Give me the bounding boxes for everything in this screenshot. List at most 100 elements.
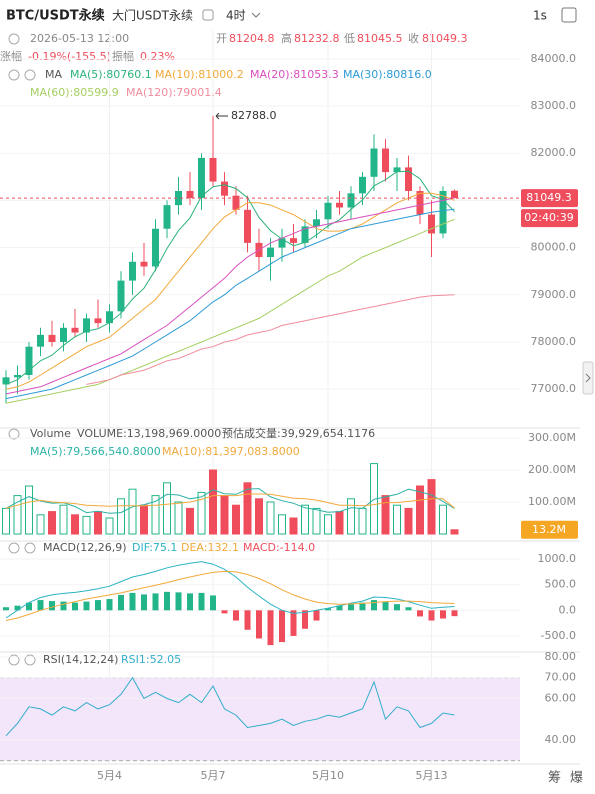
volume-bar xyxy=(197,491,206,535)
volume-bar xyxy=(381,495,390,535)
candle-body xyxy=(71,327,79,333)
burst-button[interactable]: 爆 xyxy=(570,771,583,786)
symbol[interactable]: BTC/USDT永续 xyxy=(6,8,105,24)
candle-body xyxy=(60,327,67,342)
candle-body xyxy=(416,190,424,215)
ma-line xyxy=(5,170,455,385)
candle-body xyxy=(14,374,21,378)
speed[interactable]: 1s xyxy=(533,9,547,23)
candle-body xyxy=(370,148,378,177)
peak-label: 82788.0 xyxy=(231,109,277,122)
bell-icon[interactable] xyxy=(24,542,36,554)
volume-bar xyxy=(393,504,401,535)
volume-bar xyxy=(48,511,56,535)
y-tick-label: 200.00M xyxy=(528,463,576,476)
toggle-icon[interactable] xyxy=(8,69,20,81)
volume-bar xyxy=(2,507,10,535)
ma-line xyxy=(5,218,455,404)
candle-body xyxy=(290,238,297,243)
side-tab[interactable] xyxy=(582,361,594,395)
candle-body xyxy=(324,202,332,220)
volume-bar xyxy=(13,495,22,535)
x-tick-label: 5月13 xyxy=(416,769,448,782)
volume-bar xyxy=(416,485,424,535)
volume-bar xyxy=(82,515,91,535)
toggle-icon[interactable] xyxy=(8,542,20,554)
candle-body xyxy=(382,148,389,173)
volume-bar xyxy=(151,495,160,535)
edit-icon[interactable] xyxy=(202,9,214,21)
layout-icon[interactable] xyxy=(561,7,577,23)
volume-ma-line xyxy=(5,493,455,509)
rsi-band xyxy=(0,677,520,761)
volume-bar xyxy=(220,495,229,535)
macd-line xyxy=(5,570,455,621)
volume-bar xyxy=(347,498,355,535)
volume-bar xyxy=(117,498,125,535)
bell-icon[interactable] xyxy=(24,69,36,81)
macd-bar xyxy=(3,607,9,611)
macd-bar xyxy=(72,602,78,611)
ma-line xyxy=(86,294,455,385)
candle-body xyxy=(439,190,447,234)
macd-bar xyxy=(417,610,423,617)
info-icon[interactable] xyxy=(8,33,20,45)
macd-bar xyxy=(244,610,251,630)
y-tick-label: 80000.0 xyxy=(531,241,577,254)
legend-entry: RSI1:52.05 xyxy=(121,653,181,666)
y-tick-label: 100.00M xyxy=(528,495,576,508)
macd-bar xyxy=(198,592,205,611)
macd-bar xyxy=(14,605,21,611)
volume-bar xyxy=(140,504,148,535)
candle-body xyxy=(117,280,125,312)
candle-body xyxy=(313,219,320,227)
candle-body xyxy=(428,214,435,234)
toggle-icon[interactable] xyxy=(8,654,20,666)
side-tab-arrow[interactable] xyxy=(585,373,591,383)
toggle-icon[interactable] xyxy=(8,428,20,440)
legend-entry: MA(120):79001.4 xyxy=(126,86,222,99)
y-tick-label: 60.00 xyxy=(545,691,577,704)
info-label: 高 xyxy=(281,31,292,45)
x-tick-label: 5月4 xyxy=(97,769,122,782)
panel-title: Volume xyxy=(30,427,71,440)
candle-body xyxy=(359,176,366,194)
dropdown-arrow[interactable] xyxy=(251,12,261,18)
countdown-label: 02:40:39 xyxy=(524,211,573,224)
volume-bar xyxy=(289,517,298,535)
indicator-label: MA xyxy=(45,68,62,81)
bell-icon[interactable] xyxy=(24,654,36,666)
interval[interactable]: 4时 xyxy=(226,9,246,23)
y-tick-label: 500.0 xyxy=(545,578,577,591)
rsi-line xyxy=(5,676,455,737)
volume-bar xyxy=(255,498,263,535)
change-value: -0.19%(-155.5) xyxy=(28,50,111,63)
ma-line xyxy=(5,197,455,395)
macd-bar xyxy=(290,610,297,636)
volume-bar xyxy=(128,488,137,535)
x-tick-label: 5月10 xyxy=(312,769,344,782)
candle-body xyxy=(209,157,217,182)
y-tick-label: 78000.0 xyxy=(531,335,577,348)
y-tick-label: 80.00 xyxy=(545,650,577,663)
symbol-name: 大门USDT永续 xyxy=(112,8,193,23)
macd-bar xyxy=(60,601,67,611)
change-label: 涨幅 xyxy=(0,50,22,63)
macd-bar xyxy=(49,601,55,611)
candle-body xyxy=(106,311,113,324)
volume-bar xyxy=(25,485,33,535)
countdown-box xyxy=(521,209,578,228)
macd-bar xyxy=(348,604,354,611)
macd-bar xyxy=(256,610,262,639)
legend-entry: MA(5):80760.1 xyxy=(70,68,152,81)
ma-line xyxy=(5,208,455,400)
volume-bar xyxy=(105,517,114,535)
x-tick-label: 5月7 xyxy=(201,769,226,782)
legend-value: 预估成交量:39,929,654.1176 xyxy=(222,426,375,440)
info-label: 开 xyxy=(216,32,227,45)
volume-bar xyxy=(243,482,252,535)
macd-line xyxy=(5,561,455,619)
macd-bar xyxy=(359,602,366,611)
chips-button[interactable]: 筹 xyxy=(548,770,561,786)
